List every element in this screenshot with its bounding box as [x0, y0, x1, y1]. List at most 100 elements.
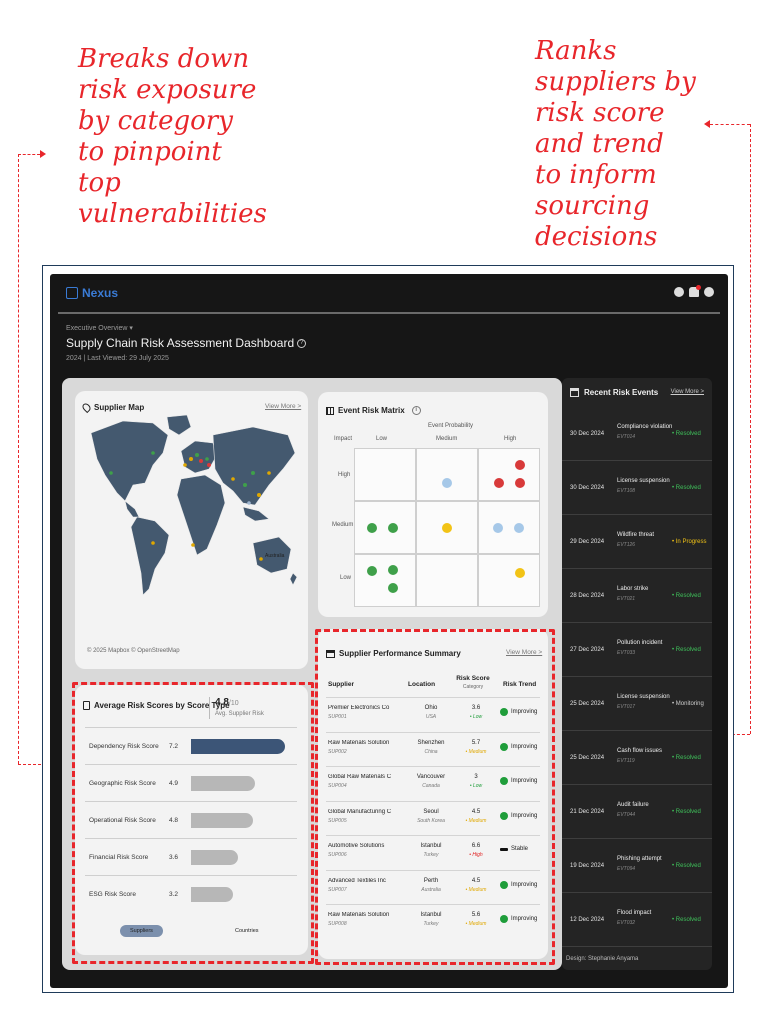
matrix-cell-medium-low[interactable]: [354, 501, 416, 554]
event-row[interactable]: 29 Dec 2024 Wildfire threat EVT126 • In Pro…: [562, 515, 712, 569]
breadcrumb[interactable]: Executive Overview ▾: [66, 325, 133, 332]
avg-risk-row-name: ESG Risk Score: [89, 891, 136, 898]
bell-icon[interactable]: [689, 285, 701, 297]
central-america-shape: [124, 500, 140, 518]
toggle-countries[interactable]: Countries: [235, 928, 259, 934]
avg-risk-value-label: Avg. Supplier Risk: [215, 711, 264, 717]
avg-risk-bar[interactable]: [191, 887, 233, 902]
perf-row[interactable]: Raw Materials Solution SUP008 Istanbul Turk…: [326, 904, 540, 938]
average-risk-card: Average Risk Scores by Score Type 4.8/10…: [75, 685, 308, 955]
avg-risk-bar[interactable]: [191, 813, 253, 828]
avg-risk-title: Average Risk Scores by Score Type: [83, 701, 230, 710]
matrix-event-dot[interactable]: [515, 460, 525, 470]
improving-trend-icon: [500, 777, 508, 785]
matrix-event-dot[interactable]: [494, 478, 504, 488]
event-row[interactable]: 19 Dec 2024 Phishing attempt EVT094 • Resol…: [562, 839, 712, 893]
connector-left-top: [18, 154, 40, 155]
event-row[interactable]: 25 Dec 2024 Cash flow issues EVT119 • Resol…: [562, 731, 712, 785]
perf-supplier-name: Global Raw Materials C: [328, 774, 392, 780]
matrix-event-dot[interactable]: [442, 523, 452, 533]
perf-title-text: Supplier Performance Summary: [339, 649, 461, 658]
user-icon[interactable]: [704, 287, 714, 297]
supplier-marker: [207, 463, 211, 467]
matrix-x-title: Event Probability: [428, 423, 474, 429]
matrix-cell-low-high[interactable]: [478, 554, 540, 607]
matrix-help-icon[interactable]: i: [411, 406, 421, 415]
perf-city: Perth: [423, 877, 439, 884]
perf-trend-label: Improving: [511, 743, 538, 750]
help-icon[interactable]: ?: [297, 339, 307, 349]
event-row[interactable]: 27 Dec 2024 Pollution incident EVT033 • Res…: [562, 623, 712, 677]
event-name: Phishing attempt: [617, 856, 662, 862]
event-row[interactable]: 30 Dec 2024 License suspension EVT108 • Res…: [562, 461, 712, 515]
top-divider: [58, 312, 720, 314]
supplier-marker: [191, 543, 195, 547]
perf-row[interactable]: Global Raw Materials C SUP004 Vancouver Can…: [326, 766, 540, 800]
event-row[interactable]: 28 Dec 2024 Labor strike EVT021 • Resolved: [562, 569, 712, 623]
perf-category: • High: [469, 852, 483, 858]
perf-trend: Improving: [500, 811, 537, 820]
events-title: Recent Risk Events: [570, 388, 658, 397]
page-subtitle: 2024 | Last Viewed: 29 July 2025: [66, 355, 169, 362]
avg-risk-title-text: Average Risk Scores by Score Type: [94, 701, 230, 710]
matrix-event-dot[interactable]: [388, 565, 398, 575]
supplier-marker: [195, 453, 199, 457]
avg-risk-bar[interactable]: [191, 850, 238, 865]
matrix-event-dot[interactable]: [442, 478, 452, 488]
event-row[interactable]: 25 Dec 2024 License suspension EVT017 • Mon…: [562, 677, 712, 731]
matrix-event-dot[interactable]: [388, 523, 398, 533]
avg-risk-row-name: Dependency Risk Score: [89, 743, 159, 750]
matrix-event-dot[interactable]: [493, 523, 503, 533]
matrix-event-dot[interactable]: [388, 583, 398, 593]
supplier-map-view-more[interactable]: View More >: [265, 403, 302, 410]
matrix-cell-medium-high[interactable]: [478, 501, 540, 554]
perf-category: • Medium: [465, 748, 487, 755]
matrix-cell-high-high[interactable]: [478, 448, 540, 501]
matrix-event-dot[interactable]: [515, 568, 525, 578]
avg-risk-row-name: Geographic Risk Score: [89, 780, 156, 787]
avg-risk-bar[interactable]: [191, 776, 255, 791]
connector-left-vertical: [18, 154, 19, 764]
page-title: Supply Chain Risk Assessment Dashboard?: [66, 336, 307, 350]
event-row[interactable]: 12 Dec 2024 Flood impact EVT032 • Resolved: [562, 893, 712, 947]
event-date: 12 Dec 2024: [570, 917, 605, 923]
chat-icon[interactable]: [674, 287, 684, 297]
perf-city: Istanbul: [420, 912, 442, 918]
matrix-event-dot[interactable]: [514, 523, 524, 533]
perf-supplier-id: SUP007: [328, 886, 347, 893]
matrix-col-medium: Medium: [436, 436, 458, 442]
logo[interactable]: Nexus: [66, 286, 118, 300]
toggle-suppliers[interactable]: Suppliers: [120, 925, 163, 937]
arrowhead-left: [40, 150, 46, 158]
matrix-cell-low-medium[interactable]: [416, 554, 478, 607]
matrix-event-dot[interactable]: [515, 478, 525, 488]
event-id: EVT126: [617, 542, 636, 548]
perf-supplier-id: SUP005: [328, 817, 347, 824]
world-map[interactable]: Australia: [83, 413, 300, 643]
perf-row[interactable]: Advanced Textiles Inc SUP007 Perth Australi…: [326, 869, 540, 904]
matrix-cell-high-low[interactable]: [354, 448, 416, 501]
perf-trend: Improving: [500, 708, 537, 716]
matrix-y-title: Impact: [334, 436, 353, 442]
perf-score: 3: [474, 774, 478, 780]
highlight-supplier-performance: [315, 629, 555, 965]
matrix-cell-low-low[interactable]: [354, 554, 416, 607]
perf-row[interactable]: Premier Electronics Co SUP001 Ohio USA 3.6 • …: [326, 697, 540, 731]
event-row[interactable]: 21 Dec 2024 Audit failure EVT044 • Resolved: [562, 785, 712, 839]
events-view-more[interactable]: View More >: [670, 389, 704, 395]
event-row[interactable]: 30 Dec 2024 Compliance violation EVT014 • R…: [562, 407, 712, 461]
supplier-marker: [247, 501, 251, 505]
event-date: 29 Dec 2024: [570, 539, 605, 545]
event-name: Compliance violation: [617, 424, 673, 430]
perf-row[interactable]: Global Manufacturing C SUP005 Seoul South K…: [326, 800, 540, 835]
perf-view-more[interactable]: View More >: [506, 649, 543, 656]
matrix-cell-high-medium[interactable]: [416, 448, 478, 501]
perf-trend-label: Improving: [511, 709, 538, 715]
matrix-event-dot[interactable]: [367, 566, 377, 576]
perf-row[interactable]: Raw Materials Solution SUP002 Shenzhen Chin…: [326, 731, 540, 766]
matrix-event-dot[interactable]: [367, 523, 377, 533]
avg-risk-bar[interactable]: [191, 739, 285, 754]
perf-trend: Improving: [500, 777, 537, 785]
supplier-map-title-text: Supplier Map: [94, 403, 145, 412]
perf-row[interactable]: Automotive Solutions SUP006 Istanbul Turkey…: [326, 835, 540, 869]
